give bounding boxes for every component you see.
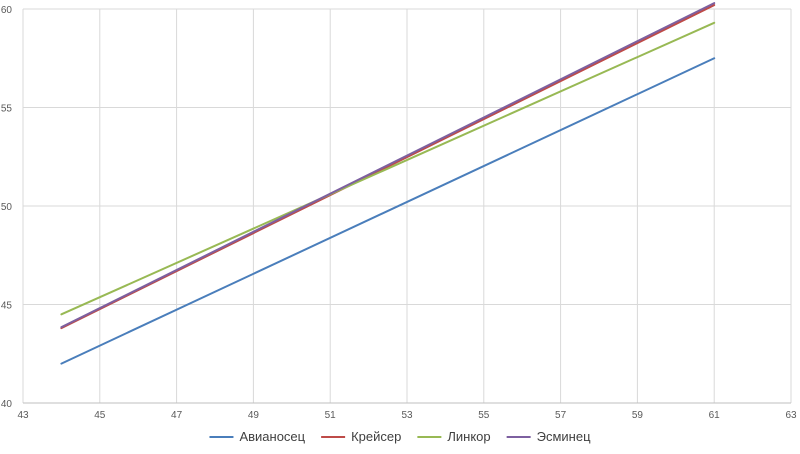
legend-item: Эсминец bbox=[506, 429, 591, 444]
series-line-4 bbox=[60, 2, 716, 329]
x-tick-label: 47 bbox=[171, 410, 183, 421]
grid bbox=[22, 8, 792, 404]
y-tick-label: 55 bbox=[1, 104, 13, 115]
y-tick-label: 60 bbox=[1, 5, 13, 16]
legend-item: Крейсер bbox=[321, 429, 401, 444]
tick-labels: 43 45 47 49 51 53 55 57 59 61 63 40 45 50 55 60 bbox=[1, 5, 797, 421]
legend-item: Линкор bbox=[417, 429, 491, 444]
x-tick-label: 53 bbox=[401, 410, 413, 421]
x-tick-label: 63 bbox=[785, 410, 797, 421]
series-line-2 bbox=[60, 4, 716, 330]
legend-label: Авианосец bbox=[239, 429, 305, 444]
x-tick-label: 51 bbox=[325, 410, 337, 421]
x-tick-label: 45 bbox=[94, 410, 106, 421]
x-tick-label: 61 bbox=[709, 410, 721, 421]
series-line-3 bbox=[60, 21, 716, 316]
x-tick-label: 55 bbox=[478, 410, 490, 421]
series-lines bbox=[60, 2, 716, 365]
legend-item: Авианосец bbox=[209, 429, 306, 444]
legend-label: Линкор bbox=[447, 429, 490, 444]
y-tick-label: 45 bbox=[1, 301, 13, 312]
y-tick-label: 50 bbox=[1, 202, 13, 213]
legend-label: Крейсер bbox=[351, 429, 401, 444]
legend-label: Эсминец bbox=[537, 429, 591, 444]
legend: Авианосец Крейсер Линкор Эсминец bbox=[209, 429, 591, 444]
y-tick-label: 40 bbox=[1, 399, 13, 410]
x-tick-label: 59 bbox=[632, 410, 644, 421]
x-tick-label: 49 bbox=[248, 410, 260, 421]
x-tick-label: 43 bbox=[17, 410, 29, 421]
series-line-1 bbox=[60, 57, 716, 365]
x-tick-label: 57 bbox=[555, 410, 567, 421]
